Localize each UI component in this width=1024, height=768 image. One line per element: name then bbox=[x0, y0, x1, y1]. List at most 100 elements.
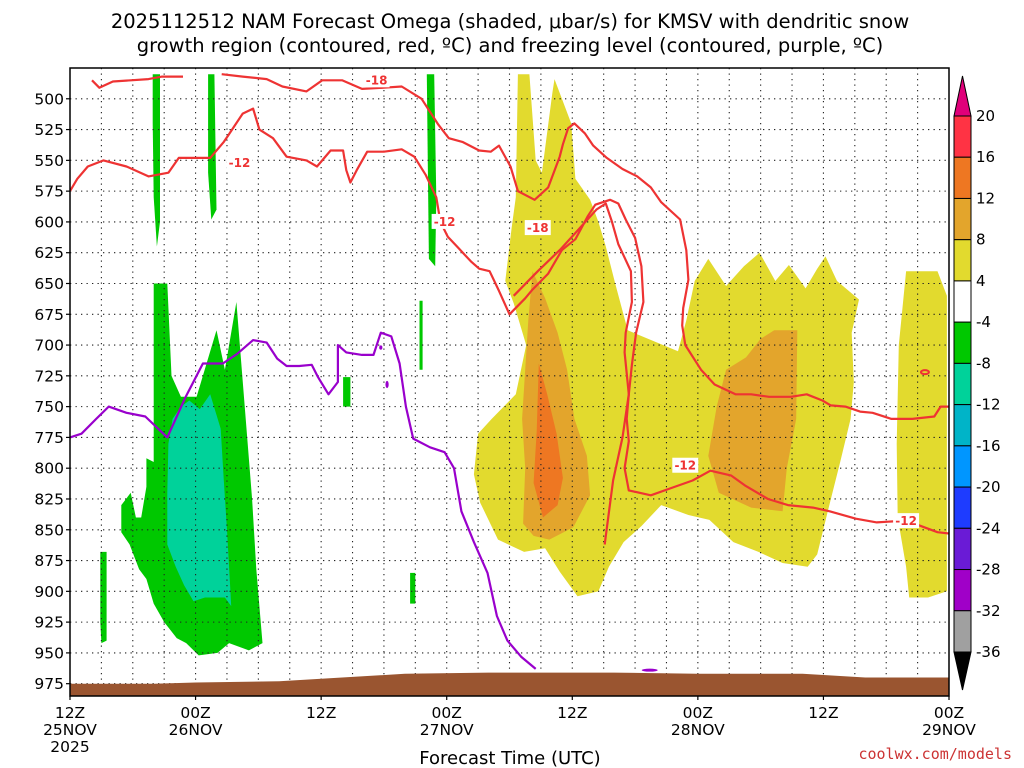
x-tick-label-3-1: 00Z bbox=[432, 704, 462, 722]
colorbar-tick-10: -24 bbox=[976, 519, 1001, 537]
y-tick-label-875: 875 bbox=[34, 552, 64, 570]
dgz-contour-minus12-west bbox=[70, 107, 645, 545]
colorbar: 20 16 12 8 4 -4 -8 -12 -16 -20 -24 -28 -32 -36 bbox=[953, 75, 1001, 691]
colorbar-tick-12: -32 bbox=[976, 602, 1001, 620]
x-axis-title: Forecast Time (UTC) bbox=[419, 748, 600, 768]
colorbar-tick-5: -4 bbox=[976, 313, 991, 331]
colorbar-bin-8 bbox=[953, 445, 972, 488]
x-tick-label-1-1: 00Z bbox=[180, 704, 210, 722]
contour-label-bg-2 bbox=[431, 213, 458, 229]
x-tick-label-5-1: 00Z bbox=[683, 704, 713, 722]
omega-region-13 bbox=[533, 363, 563, 518]
x-tick-label-7-1: 00Z bbox=[934, 704, 964, 722]
ground-surface bbox=[70, 672, 949, 696]
x-tick-label-0-2: 25NOV bbox=[43, 721, 97, 739]
colorbar-top-arrow bbox=[953, 75, 972, 117]
y-axis: 500 525 550 575 600 625 650 675 700 725 750 775 800 8… bbox=[34, 90, 70, 693]
omega-region-5 bbox=[410, 572, 416, 604]
colorbar-tick-9: -20 bbox=[976, 478, 1001, 496]
y-tick-label-525: 525 bbox=[34, 121, 64, 139]
omega-region-8 bbox=[167, 394, 232, 607]
contour-label-bg-5 bbox=[893, 513, 920, 529]
x-tick-label-4-1: 12Z bbox=[557, 704, 587, 722]
contour-label-5: -12 bbox=[895, 514, 917, 528]
freezing-level-blob-2 bbox=[385, 380, 389, 389]
colorbar-tick-3: 8 bbox=[976, 231, 986, 249]
colorbar-bin-7 bbox=[953, 404, 972, 447]
x-tick-label-5-2: 28NOV bbox=[671, 721, 725, 739]
y-tick-label-500: 500 bbox=[34, 90, 64, 108]
colorbar-bin-9 bbox=[953, 486, 972, 529]
colorbar-tick-8: -16 bbox=[976, 437, 1001, 455]
contour-label-bg-3 bbox=[524, 220, 551, 236]
colorbar-bin-2 bbox=[953, 197, 972, 241]
chart-title-line-1: 2025112512 NAM Forecast Omega (shaded, μ… bbox=[111, 10, 909, 33]
contour-label-bg-0 bbox=[363, 72, 390, 88]
x-tick-label-7-2: 29NOV bbox=[922, 721, 976, 739]
omega-region-3 bbox=[419, 300, 423, 370]
colorbar-bin-12 bbox=[953, 610, 972, 653]
omega-region-0 bbox=[152, 74, 160, 247]
contours: -18 -12 -12 -18 -12 -12 bbox=[70, 72, 949, 672]
colorbar-bin-4 bbox=[953, 280, 972, 323]
gridlines bbox=[70, 68, 949, 696]
omega-region-10 bbox=[896, 271, 947, 598]
colorbar-bottom-arrow bbox=[953, 651, 972, 691]
colorbar-tick-11: -28 bbox=[976, 561, 1001, 579]
y-tick-label-600: 600 bbox=[34, 213, 64, 231]
colorbar-bin-0 bbox=[953, 115, 972, 158]
colorbar-bin-6 bbox=[953, 362, 972, 406]
freezing-level-blob-1 bbox=[379, 345, 383, 350]
colorbar-bin-11 bbox=[953, 569, 972, 612]
y-tick-label-750: 750 bbox=[34, 398, 64, 416]
colorbar-bin-1 bbox=[953, 156, 972, 199]
colorbar-tick-6: -8 bbox=[976, 354, 991, 372]
contour-label-bg-4 bbox=[672, 457, 699, 473]
colorbar-tick-13: -36 bbox=[976, 643, 1001, 661]
colorbar-bin-10 bbox=[953, 527, 972, 571]
omega-region-1 bbox=[208, 74, 217, 220]
y-tick-label-925: 925 bbox=[34, 614, 64, 632]
contour-label-0: -18 bbox=[366, 73, 388, 87]
colorbar-bin-5 bbox=[953, 321, 972, 364]
freezing-level-contour bbox=[70, 331, 537, 670]
plot-frame bbox=[69, 67, 950, 697]
dgz-contour-minus12-top bbox=[91, 75, 183, 89]
terrain-surface bbox=[70, 672, 949, 696]
y-tick-label-675: 675 bbox=[34, 306, 64, 324]
omega-region-4 bbox=[343, 377, 351, 407]
x-tick-label-2-1: 12Z bbox=[306, 704, 336, 722]
y-tick-label-650: 650 bbox=[34, 275, 64, 293]
plot-border bbox=[69, 67, 950, 697]
y-tick-label-825: 825 bbox=[34, 490, 64, 508]
x-tick-label-1-2: 26NOV bbox=[169, 721, 223, 739]
chart-title-line-2: growth region (contoured, red, ºC) and f… bbox=[137, 34, 884, 57]
colorbar-tick-7: -12 bbox=[976, 396, 1001, 414]
x-tick-label-6-1: 12Z bbox=[808, 704, 838, 722]
dgz-contour-blob bbox=[919, 369, 930, 376]
y-tick-label-550: 550 bbox=[34, 152, 64, 170]
credit-text: coolwx.com/models bbox=[858, 745, 1012, 763]
y-tick-label-850: 850 bbox=[34, 521, 64, 539]
colorbar-tick-1: 16 bbox=[976, 148, 995, 166]
x-tick-label-3-2: 27NOV bbox=[420, 721, 474, 739]
contour-label-bg-1 bbox=[226, 154, 253, 170]
dgz-contour-minus12-east bbox=[512, 202, 949, 535]
y-tick-label-700: 700 bbox=[34, 337, 64, 355]
colorbar-tick-2: 12 bbox=[976, 189, 995, 207]
x-tick-label-0-3: 2025 bbox=[50, 738, 89, 756]
y-tick-label-975: 975 bbox=[34, 675, 64, 693]
colorbar-bin-3 bbox=[953, 239, 972, 282]
y-tick-label-625: 625 bbox=[34, 244, 64, 262]
y-tick-label-725: 725 bbox=[34, 367, 64, 385]
colorbar-tick-0: 20 bbox=[976, 107, 995, 125]
x-tick-label-0-1: 12Z bbox=[55, 704, 85, 722]
contour-label-4: -12 bbox=[674, 459, 696, 473]
contour-label-2: -12 bbox=[434, 215, 456, 229]
y-tick-label-900: 900 bbox=[34, 583, 64, 601]
y-tick-label-775: 775 bbox=[34, 429, 64, 447]
contour-label-1: -12 bbox=[229, 156, 251, 170]
freezing-level-blob-3 bbox=[641, 668, 658, 672]
